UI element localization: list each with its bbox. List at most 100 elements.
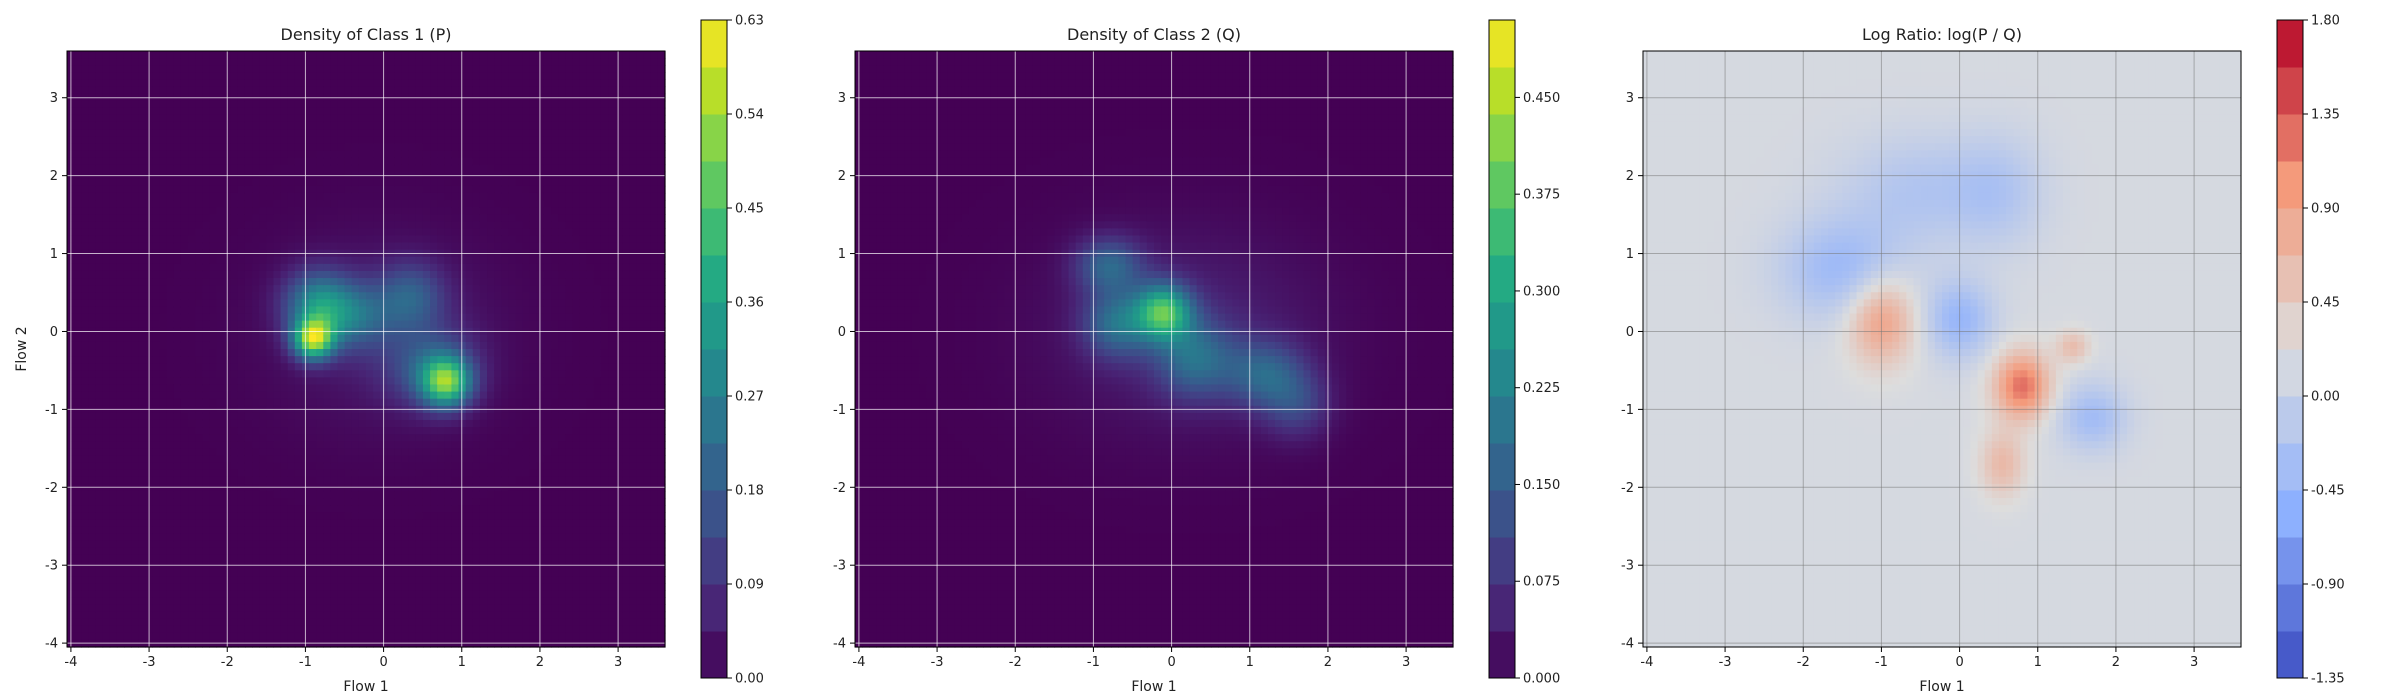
- heatmap-cell: [316, 235, 324, 244]
- heatmap-cell: [380, 434, 388, 442]
- heatmap-cell: [437, 58, 445, 66]
- heatmap-cell: [266, 427, 275, 435]
- heatmap-cell: [209, 150, 218, 159]
- heatmap-cell: [95, 164, 104, 173]
- heatmap-cell: [401, 100, 410, 109]
- heatmap-cell: [102, 341, 111, 350]
- heatmap-cell: [273, 129, 282, 137]
- heatmap-cell: [280, 611, 289, 620]
- heatmap-cell: [266, 462, 275, 471]
- heatmap-cell: [465, 455, 474, 464]
- heatmap-cell: [95, 441, 104, 449]
- heatmap-cell: [138, 228, 146, 237]
- heatmap-cell: [309, 540, 317, 549]
- heatmap-cell: [380, 526, 388, 535]
- heatmap-cell: [138, 547, 146, 556]
- heatmap-cell: [323, 65, 332, 73]
- heatmap-cell: [74, 214, 82, 222]
- heatmap-cell: [230, 157, 239, 166]
- heatmap-cell: [273, 192, 282, 201]
- heatmap-cell: [131, 398, 139, 407]
- heatmap-cell: [109, 370, 118, 378]
- heatmap-cell: [479, 611, 488, 620]
- heatmap-cell: [422, 625, 431, 634]
- heatmap-cell: [116, 51, 125, 59]
- heatmap-cell: [180, 625, 189, 634]
- heatmap-cell: [116, 349, 125, 357]
- heatmap-cell: [422, 185, 431, 194]
- heatmap-cell: [394, 611, 403, 620]
- heatmap-cell: [230, 86, 239, 95]
- heatmap-cell: [95, 618, 104, 627]
- heatmap-cell: [209, 526, 218, 535]
- heatmap-cell: [88, 299, 97, 308]
- heatmap-cell: [102, 235, 111, 244]
- heatmap-cell: [323, 270, 332, 279]
- heatmap-cell: [330, 114, 339, 123]
- heatmap-cell: [123, 427, 132, 435]
- heatmap-cell: [437, 299, 445, 308]
- heatmap-cell: [102, 299, 111, 308]
- heatmap-cell: [280, 292, 289, 300]
- heatmap-cell: [280, 533, 289, 542]
- heatmap-cell: [273, 576, 282, 584]
- heatmap-cell: [344, 356, 353, 364]
- heatmap-cell: [252, 391, 260, 400]
- heatmap-cell: [479, 121, 488, 130]
- heatmap-cell: [209, 377, 218, 386]
- heatmap-cell: [487, 178, 495, 187]
- heatmap-cell: [123, 377, 132, 386]
- heatmap-cell: [102, 221, 111, 229]
- heatmap-cell: [394, 292, 403, 300]
- heatmap-cell: [294, 263, 303, 272]
- heatmap-cell: [280, 178, 289, 187]
- heatmap-cell: [451, 370, 460, 378]
- heatmap-cell: [458, 568, 467, 577]
- heatmap-cell: [358, 476, 367, 485]
- heatmap-cell: [173, 462, 182, 471]
- heatmap-cell: [244, 299, 253, 308]
- heatmap-cell: [479, 590, 488, 598]
- heatmap-cell: [358, 185, 367, 194]
- heatmap-cell: [195, 200, 203, 208]
- heatmap-cell: [188, 285, 196, 293]
- heatmap-cell: [266, 143, 275, 151]
- heatmap-cell: [337, 228, 346, 237]
- heatmap-cell: [131, 200, 139, 208]
- heatmap-cell: [437, 639, 445, 648]
- heatmap-cell: [472, 611, 481, 620]
- heatmap-cell: [188, 65, 196, 73]
- heatmap-cell: [408, 625, 417, 634]
- heatmap-cell: [280, 469, 289, 478]
- heatmap-cell: [237, 306, 246, 315]
- heatmap-cell: [358, 498, 367, 506]
- heatmap-cell: [244, 547, 253, 556]
- heatmap-cell: [195, 384, 203, 393]
- heatmap-cell: [294, 221, 303, 229]
- heatmap-cell: [351, 490, 360, 499]
- heatmap-cell: [401, 384, 410, 393]
- heatmap-cell: [422, 590, 431, 598]
- heatmap-cell: [380, 469, 388, 478]
- heatmap-cell: [337, 625, 346, 634]
- heatmap-cell: [116, 306, 125, 315]
- heatmap-cell: [216, 597, 225, 606]
- heatmap-cell: [330, 441, 339, 449]
- heatmap-cell: [173, 341, 182, 350]
- heatmap-cell: [358, 356, 367, 364]
- heatmap-cell: [138, 200, 146, 208]
- heatmap-cell: [74, 79, 82, 88]
- heatmap-cell: [408, 107, 417, 116]
- heatmap-cell: [102, 121, 111, 130]
- heatmap-cell: [188, 632, 196, 641]
- heatmap-cell: [81, 207, 89, 215]
- heatmap-cell: [316, 476, 324, 485]
- heatmap-cell: [344, 242, 353, 251]
- heatmap-cell: [280, 72, 289, 80]
- heatmap-cell: [380, 448, 388, 457]
- heatmap-cell: [116, 143, 125, 151]
- heatmap-cell: [188, 462, 196, 471]
- heatmap-cell: [323, 455, 332, 464]
- heatmap-cell: [109, 65, 118, 73]
- heatmap-cell: [458, 583, 467, 591]
